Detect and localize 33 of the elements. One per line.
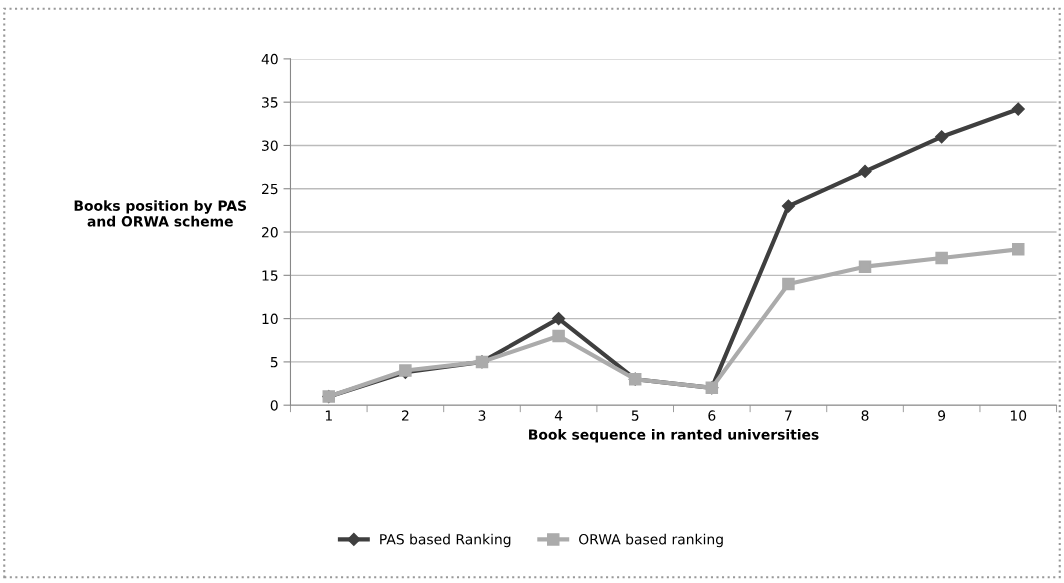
point <box>935 130 949 144</box>
x-tick-label: 4 <box>554 410 563 421</box>
y-tick-label: 10 <box>262 313 278 325</box>
x-axis-title: Book sequence in ranted universities <box>529 429 819 443</box>
x-tick-label: 5 <box>631 410 639 421</box>
point <box>552 312 566 326</box>
point <box>781 199 796 213</box>
x-tick-label: 1 <box>325 410 332 421</box>
x-tick-label: 9 <box>938 410 946 421</box>
y-tick-label: 0 <box>270 400 278 411</box>
x-tick-label: 3 <box>478 410 486 421</box>
legend-label: PAS based Ranking <box>380 533 511 548</box>
x-tick-label: 8 <box>861 410 869 421</box>
y-tick-label: 30 <box>262 140 278 151</box>
y-tick-label: 15 <box>262 270 278 281</box>
point <box>935 251 948 265</box>
y-tick-label: 35 <box>262 97 278 108</box>
point <box>552 329 565 343</box>
x-tick-label: 6 <box>708 410 716 421</box>
legend-label: ORWA based ranking <box>579 533 723 548</box>
y-tick-label: 5 <box>270 357 278 368</box>
point <box>858 164 872 179</box>
point <box>1011 102 1025 116</box>
x-tick-label: 10 <box>1010 410 1027 421</box>
point <box>858 260 872 273</box>
point <box>782 277 795 291</box>
y-tick-label: 25 <box>262 183 278 195</box>
x-tick-label: 7 <box>785 410 792 421</box>
y-tick-label: 40 <box>261 53 278 65</box>
point <box>1011 243 1025 256</box>
x-tick-label: 2 <box>401 410 409 421</box>
y-tick-label: 20 <box>262 227 278 238</box>
y-axis-title: Books position by PAS and ORWA scheme <box>74 200 247 227</box>
